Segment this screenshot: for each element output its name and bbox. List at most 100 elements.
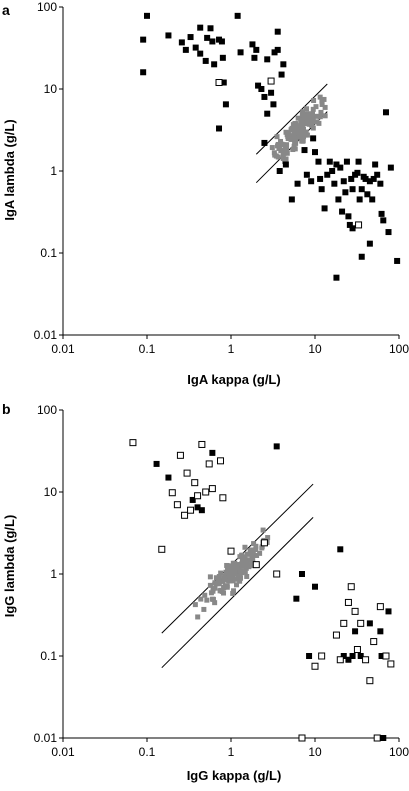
panel-a-x-axis-label: IgA kappa (g/L) bbox=[187, 372, 280, 387]
gray-point bbox=[234, 565, 240, 571]
filled-point bbox=[261, 139, 268, 146]
filled-point bbox=[385, 608, 392, 615]
panel-a-axes bbox=[59, 6, 400, 339]
gray-point bbox=[220, 578, 226, 584]
filled-point bbox=[331, 180, 338, 187]
gray-point bbox=[210, 588, 216, 594]
gray-point bbox=[319, 101, 325, 107]
gray-point bbox=[221, 585, 227, 591]
filled-point bbox=[358, 186, 365, 193]
filled-point bbox=[356, 196, 363, 203]
x-tick-label: 0.01 bbox=[51, 745, 75, 759]
filled-point bbox=[387, 164, 394, 171]
filled-point bbox=[335, 196, 342, 203]
filled-point bbox=[253, 46, 260, 53]
gray-point bbox=[275, 143, 281, 149]
filled-point bbox=[140, 69, 147, 76]
open-point bbox=[173, 501, 181, 509]
open-point bbox=[382, 652, 390, 660]
y-tick-label: 0.01 bbox=[34, 328, 58, 342]
filled-point bbox=[374, 171, 381, 178]
gray-point bbox=[231, 588, 237, 594]
gray-point bbox=[295, 115, 301, 121]
filled-point bbox=[333, 274, 340, 281]
filled-point bbox=[293, 595, 300, 602]
open-point bbox=[208, 485, 216, 493]
open-point bbox=[227, 547, 235, 555]
open-point bbox=[217, 457, 225, 465]
filled-point bbox=[333, 161, 340, 168]
gray-point bbox=[290, 147, 296, 153]
filled-point bbox=[342, 189, 349, 196]
gray-point bbox=[244, 573, 250, 579]
open-point bbox=[168, 489, 176, 497]
gray-point bbox=[221, 590, 227, 596]
open-point bbox=[176, 451, 184, 459]
gray-point bbox=[243, 565, 249, 571]
gray-point bbox=[237, 578, 243, 584]
open-point bbox=[273, 570, 281, 578]
open-point bbox=[353, 646, 361, 654]
filled-point bbox=[337, 546, 344, 553]
filled-point bbox=[268, 89, 275, 96]
filled-point bbox=[144, 12, 150, 19]
gray-point bbox=[204, 597, 210, 603]
gray-point bbox=[309, 119, 315, 125]
y-tick-label: 1 bbox=[50, 164, 57, 178]
filled-point bbox=[197, 24, 204, 31]
gray-point bbox=[309, 115, 315, 121]
filled-point bbox=[377, 628, 384, 635]
gray-point bbox=[225, 569, 231, 575]
filled-point bbox=[358, 253, 365, 260]
filled-point bbox=[249, 41, 256, 48]
x-tick-label: 100 bbox=[389, 745, 409, 759]
open-point bbox=[267, 77, 275, 85]
open-point bbox=[252, 561, 260, 569]
filled-point bbox=[345, 656, 352, 663]
filled-point bbox=[298, 571, 305, 577]
y-tick-label: 0.01 bbox=[34, 731, 58, 745]
open-point bbox=[219, 494, 227, 502]
gray-point bbox=[249, 554, 255, 560]
filled-point bbox=[382, 109, 389, 116]
gray-point bbox=[212, 585, 218, 591]
gray-point bbox=[192, 602, 198, 608]
open-point bbox=[376, 603, 384, 611]
filled-point bbox=[273, 443, 280, 450]
filled-point bbox=[209, 38, 216, 45]
filled-point bbox=[165, 474, 172, 481]
open-point bbox=[344, 598, 352, 606]
gray-point bbox=[247, 557, 253, 563]
gray-point bbox=[210, 596, 216, 602]
gray-point bbox=[250, 550, 256, 556]
gray-point bbox=[306, 116, 312, 122]
filled-point bbox=[352, 628, 359, 635]
gray-point bbox=[247, 562, 253, 568]
filled-point bbox=[366, 240, 373, 247]
gray-point bbox=[235, 573, 241, 579]
panel-b: b 0.01 0.1 1 10 100 0.01 0.1 1 10 100 IgG kappa (… bbox=[2, 401, 409, 783]
filled-point bbox=[261, 93, 268, 100]
gray-point bbox=[232, 576, 238, 582]
filled-point bbox=[339, 208, 346, 215]
filled-point bbox=[318, 186, 325, 193]
gray-point bbox=[213, 575, 219, 581]
open-point bbox=[183, 469, 191, 477]
filled-point bbox=[194, 504, 201, 511]
filled-point bbox=[385, 229, 392, 236]
x-tick-label: 0.01 bbox=[51, 342, 75, 356]
filled-point bbox=[370, 175, 377, 182]
filled-point bbox=[153, 460, 160, 467]
gray-point bbox=[242, 559, 248, 565]
open-point bbox=[205, 460, 213, 468]
gray-point bbox=[201, 606, 207, 612]
y-tick-label: 0.1 bbox=[40, 246, 57, 260]
gray-point bbox=[318, 109, 324, 115]
gray-point bbox=[321, 96, 327, 102]
gray-point bbox=[216, 581, 222, 587]
gray-point bbox=[300, 109, 306, 115]
gray-point bbox=[242, 569, 248, 575]
open-point bbox=[129, 439, 137, 447]
filled-point bbox=[251, 54, 258, 61]
gray-point bbox=[307, 112, 313, 118]
